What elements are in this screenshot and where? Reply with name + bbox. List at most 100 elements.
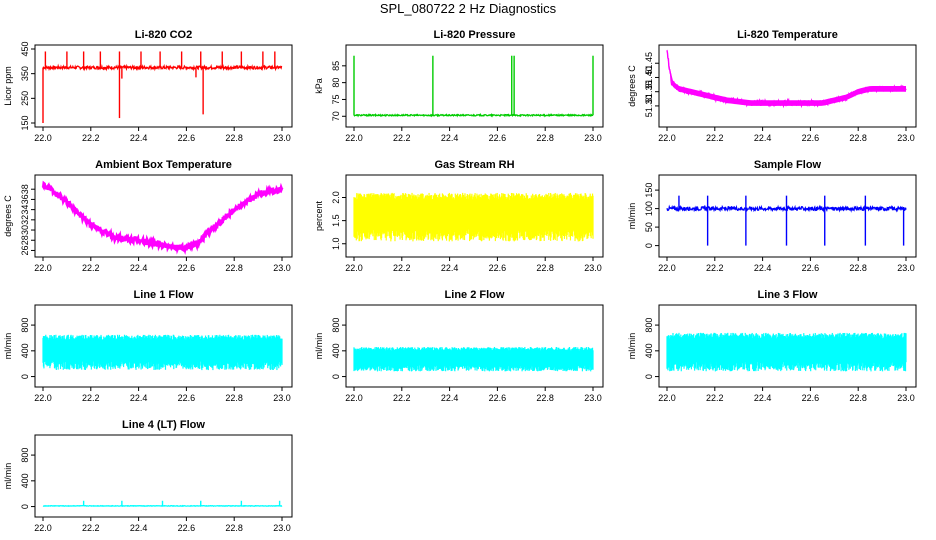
y-tick-label: 51.30 (644, 95, 654, 118)
data-band (667, 49, 906, 106)
chart-line2: Line 2 Flow 22.0 22.2 22.4 22.6 22.8 23.0 0 400 8… (314, 289, 604, 403)
x-tick-label: 22.4 (441, 263, 459, 273)
data-line (353, 112, 594, 118)
series-line3 (666, 332, 907, 372)
chart-pressure: Li-820 Pressure 22.0 22.2 22.4 22.6 22.8 23.0 7… (314, 29, 604, 143)
x-tick-label: 22.6 (489, 393, 507, 403)
x-tick-label: 22.8 (536, 263, 554, 273)
x-tick-label: 22.6 (802, 263, 820, 273)
chart-temperature: Li-820 Temperature 22.0 22.2 22.4 22.6 22.8 23… (627, 29, 917, 143)
x-tick-label: 22.0 (34, 133, 52, 143)
chart-rh: Gas Stream RH 22.0 22.2 22.4 22.6 22.8 23.0 1.0… (314, 159, 604, 273)
x-tick-label: 22.6 (178, 133, 196, 143)
x-tick-label: 22.2 (393, 133, 411, 143)
series-line1 (42, 334, 283, 371)
x-tick-label: 22.2 (393, 393, 411, 403)
y-tick-label: 0 (331, 374, 341, 379)
x-tick-label: 22.6 (802, 133, 820, 143)
y-tick-label: 100 (644, 201, 654, 216)
chart-title-temperature: Li-820 Temperature (737, 29, 838, 41)
plot-frame (345, 44, 604, 128)
y-tick-label: 150 (20, 115, 30, 130)
x-tick-label: 22.2 (82, 523, 100, 533)
y-axis-label: percent (314, 200, 324, 231)
x-tick-label: 22.4 (754, 263, 772, 273)
x-tick-label: 22.2 (706, 263, 724, 273)
x-tick-label: 22.4 (130, 133, 148, 143)
y-axis-label: ml/min (627, 203, 637, 230)
plot-frame (658, 174, 917, 258)
x-tick-label: 23.0 (897, 263, 915, 273)
y-tick-label: 34 (20, 205, 30, 215)
x-tick-label: 22.0 (345, 263, 363, 273)
y-tick-label: 800 (331, 318, 341, 333)
x-tick-label: 22.0 (658, 393, 676, 403)
y-axis-label: ml/min (627, 333, 637, 360)
x-tick-label: 22.8 (225, 393, 243, 403)
plot-frame (34, 174, 293, 258)
x-tick-label: 22.8 (849, 133, 867, 143)
y-tick-label: 800 (644, 318, 654, 333)
x-tick-label: 22.2 (393, 263, 411, 273)
series-line2 (353, 346, 594, 372)
y-tick-label: 350 (20, 66, 30, 81)
chart-title-line4: Line 4 (LT) Flow (122, 419, 205, 431)
y-tick-label: 400 (20, 473, 30, 488)
x-tick-label: 22.0 (658, 263, 676, 273)
x-tick-label: 23.0 (897, 133, 915, 143)
chart-title-co2: Li-820 CO2 (135, 29, 192, 41)
chart-title-pressure: Li-820 Pressure (434, 29, 516, 41)
x-tick-label: 22.0 (345, 393, 363, 403)
x-tick-label: 22.6 (178, 263, 196, 273)
x-tick-label: 22.8 (225, 523, 243, 533)
y-tick-label: 51.35 (644, 80, 654, 103)
series-co2 (42, 51, 283, 123)
x-tick-label: 22.8 (849, 393, 867, 403)
y-tick-label: 38 (20, 184, 30, 194)
data-line (41, 180, 284, 255)
y-tick-label: 1.5 (331, 214, 341, 227)
x-tick-label: 22.2 (82, 133, 100, 143)
y-axis-label: Licor ppm (3, 66, 13, 106)
x-tick-label: 23.0 (273, 393, 291, 403)
y-tick-label: 80 (331, 78, 341, 88)
chart-title-line3: Line 3 Flow (758, 289, 818, 301)
chart-title-sample: Sample Flow (754, 159, 822, 171)
y-axis-label: degrees C (627, 65, 637, 107)
y-tick-label: 32 (20, 215, 30, 225)
x-tick-label: 22.4 (130, 523, 148, 533)
plot-frame (658, 304, 917, 388)
x-tick-label: 23.0 (897, 393, 915, 403)
chart-ambient: Ambient Box Temperature 22.0 22.2 22.4 22.6 2… (3, 159, 293, 273)
y-tick-label: 0 (20, 504, 30, 509)
y-tick-label: 28 (20, 235, 30, 245)
data-line (42, 63, 283, 72)
x-tick-label: 22.0 (34, 263, 52, 273)
chart-sample: Sample Flow 22.0 22.2 22.4 22.6 22.8 23.0 0 50 10… (627, 159, 917, 273)
x-tick-label: 23.0 (273, 133, 291, 143)
x-tick-label: 22.2 (706, 133, 724, 143)
y-axis-label: ml/min (3, 463, 13, 490)
y-tick-label: 800 (20, 448, 30, 463)
series-line4 (42, 500, 283, 508)
x-tick-label: 22.8 (849, 263, 867, 273)
x-tick-label: 22.6 (178, 393, 196, 403)
x-tick-label: 22.0 (658, 133, 676, 143)
x-tick-label: 22.8 (536, 133, 554, 143)
y-tick-label: 51.45 (644, 52, 654, 75)
x-tick-label: 22.4 (754, 393, 772, 403)
chart-title-ambient: Ambient Box Temperature (95, 159, 232, 171)
x-tick-label: 23.0 (584, 263, 602, 273)
x-tick-label: 22.2 (82, 393, 100, 403)
y-axis-label: degrees C (3, 195, 13, 237)
plot-frame (34, 304, 293, 388)
x-tick-label: 23.0 (584, 133, 602, 143)
x-tick-label: 22.0 (345, 133, 363, 143)
x-tick-label: 22.4 (130, 393, 148, 403)
series-temperature (666, 49, 907, 109)
y-tick-label: 85 (331, 61, 341, 71)
y-axis-label: ml/min (314, 333, 324, 360)
plot-frame (658, 44, 917, 128)
x-tick-label: 22.6 (489, 133, 507, 143)
x-tick-label: 22.4 (441, 393, 459, 403)
